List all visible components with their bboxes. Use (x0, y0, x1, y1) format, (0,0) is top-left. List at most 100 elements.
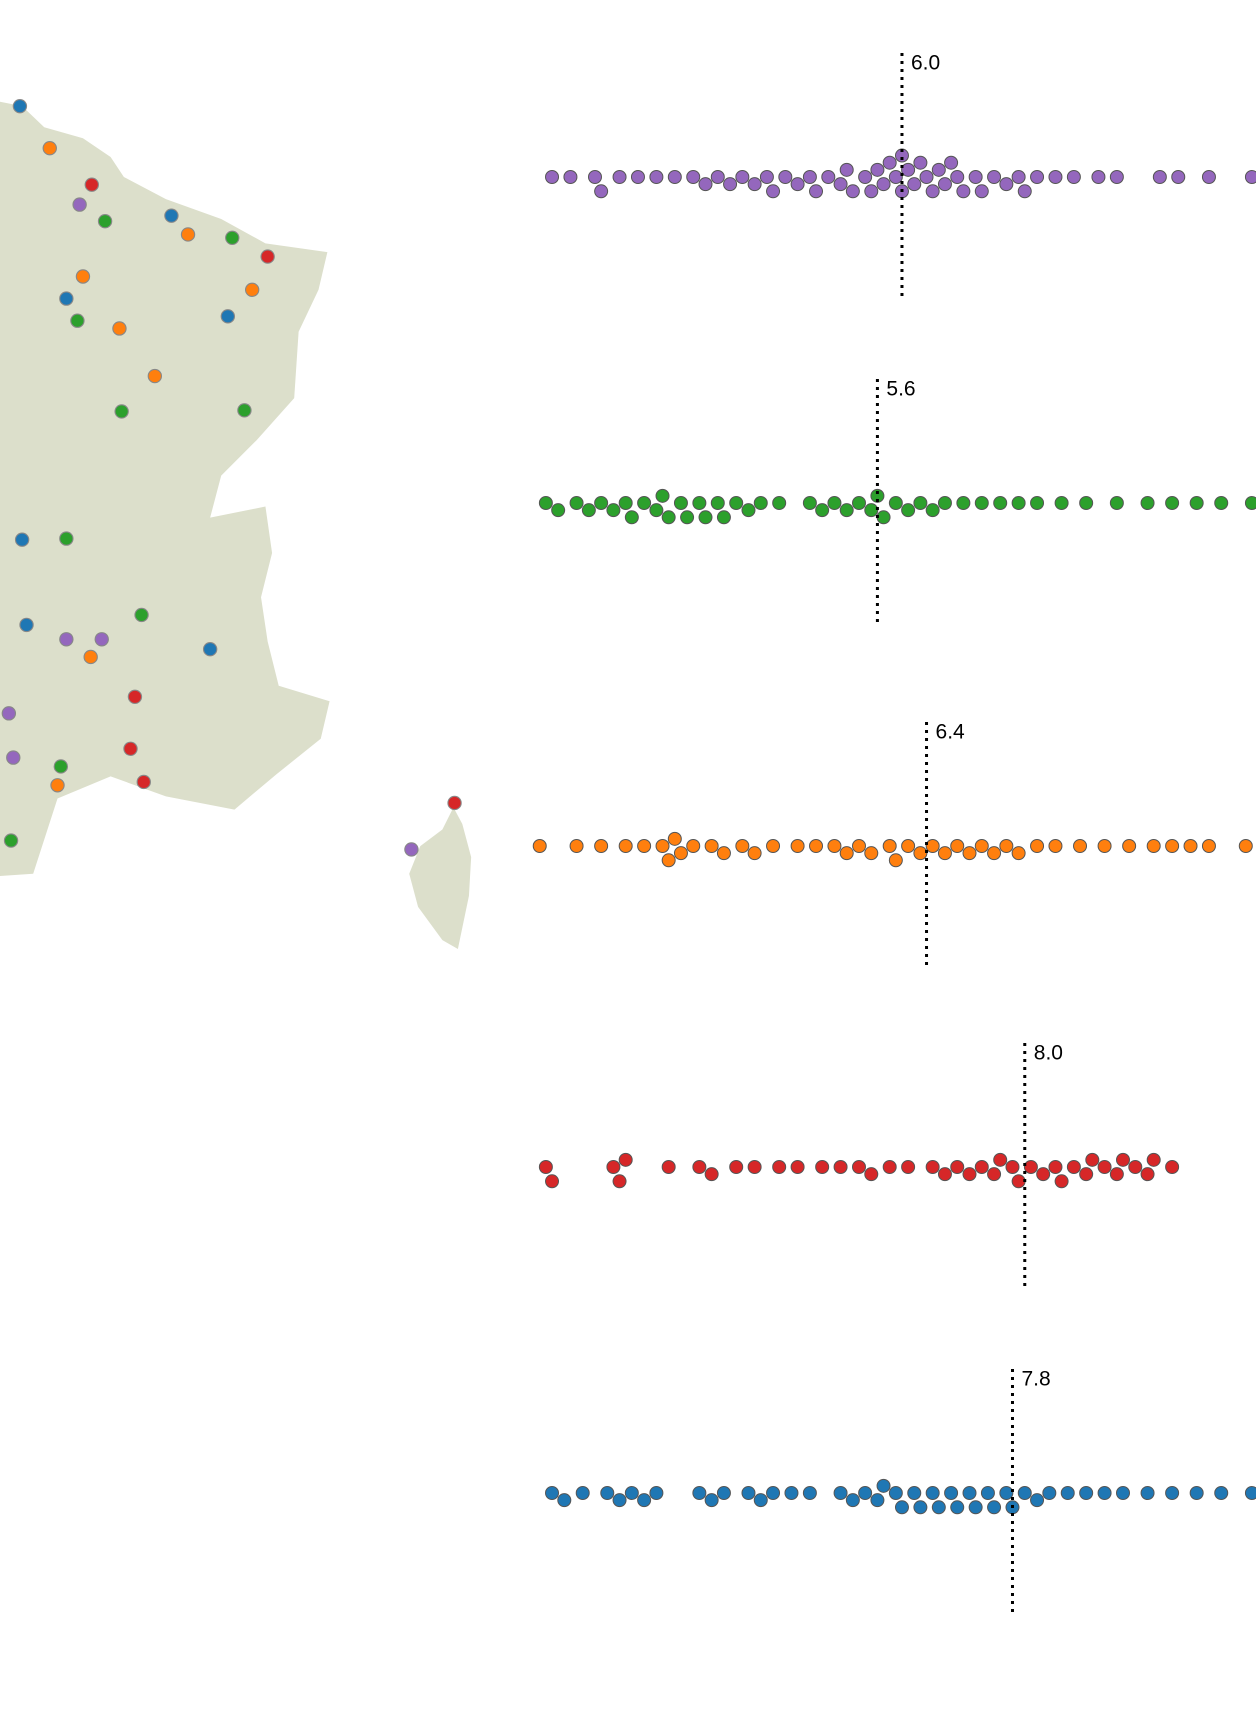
map-dot (50, 778, 65, 793)
swarm-dot (594, 184, 609, 199)
swarm-dot (692, 496, 707, 510)
swarm-dot (1165, 839, 1180, 853)
swarm-dot (833, 177, 848, 192)
swarm-dot (741, 503, 756, 518)
swarm-dot (630, 170, 645, 184)
swarm-dot (1214, 1486, 1229, 1500)
swarm-dot (1030, 170, 1045, 184)
swarm-dot (950, 1160, 965, 1174)
swarm-dot (1054, 496, 1069, 510)
swarm-dot (710, 496, 725, 510)
swarm-dot (907, 177, 922, 192)
map-dot (404, 842, 419, 857)
swarm-dot (594, 839, 609, 853)
swarm-dot (772, 1160, 787, 1174)
swarm-dot (716, 510, 731, 525)
swarm-dot (1165, 1486, 1180, 1500)
swarm-dot (1091, 170, 1106, 184)
map-dot (6, 750, 21, 765)
swarm-dot (1017, 1486, 1032, 1500)
swarm-dot (999, 177, 1014, 192)
swarm-dot (747, 177, 762, 192)
swarm-dot (1011, 846, 1026, 861)
swarm-dot (637, 839, 652, 853)
swarm-dot (1165, 496, 1180, 510)
swarm-dot (1042, 1486, 1057, 1500)
swarm-dot (538, 1160, 553, 1174)
swarm-dot (637, 1493, 652, 1508)
map-dot (447, 795, 462, 811)
swarm-dot (753, 496, 768, 510)
swarm-dot (723, 177, 738, 192)
swarm-dot (729, 496, 744, 510)
swarm-dot (594, 496, 609, 510)
swarm-dot (581, 503, 596, 518)
swarm-dot (931, 1500, 946, 1515)
swarm-dot (753, 1493, 768, 1508)
swarm-dot (802, 496, 817, 510)
swarm-dot (925, 503, 940, 518)
swarm-dot (1201, 839, 1216, 853)
swarm-dot (839, 162, 854, 177)
map-dot (136, 774, 151, 790)
swarm-dot (667, 831, 682, 846)
swarm-dot (937, 496, 952, 510)
map-dot (164, 208, 179, 223)
map-dot (53, 759, 69, 774)
swarm-dot (667, 170, 682, 184)
map-dot (72, 197, 87, 212)
swarm-dot (894, 1500, 909, 1515)
swarm-dot (612, 170, 627, 184)
swarm-dot (950, 1500, 965, 1515)
swarm-dot (802, 1486, 817, 1500)
swarm-dot (851, 1160, 866, 1174)
swarm-dot (1060, 1486, 1075, 1500)
map-dot (260, 249, 275, 264)
swarm-dot (772, 496, 787, 510)
swarm-dot (612, 1174, 627, 1189)
swarm-dot (545, 1174, 560, 1189)
map (0, 98, 472, 949)
swarm-dot (618, 496, 633, 510)
swarm-dot (1030, 496, 1045, 510)
swarm-dot (680, 510, 695, 525)
swarm-dot (913, 155, 928, 170)
swarm-dot (1005, 1160, 1020, 1174)
map-dot (94, 632, 109, 647)
swarm-dot (545, 170, 560, 184)
swarm-dot (1201, 170, 1216, 184)
swarm-dot (876, 510, 891, 525)
map-dot (59, 291, 74, 306)
swarm-dot (673, 496, 688, 510)
swarm-dot (624, 1486, 639, 1500)
map-dot (59, 632, 74, 647)
swarm-dot (661, 510, 676, 525)
swarm-dot (815, 1160, 830, 1174)
swarm-dot (704, 1167, 719, 1182)
swarm-dot (649, 503, 664, 518)
swarm-dot (1244, 1486, 1256, 1500)
swarm-dot (1048, 1160, 1063, 1174)
swarm-dot (649, 170, 664, 184)
map-dot (202, 642, 218, 657)
swarm-dot (729, 1160, 744, 1174)
swarm-dot (747, 1160, 762, 1174)
swarm-dot (1140, 496, 1155, 510)
swarm-dot (624, 510, 639, 525)
swarm-dot (1140, 1167, 1155, 1182)
swarm-dot (710, 170, 725, 184)
swarm-dot (845, 1493, 860, 1508)
swarm-dot (1073, 839, 1088, 853)
swarm-dot (1011, 1174, 1026, 1189)
map-dot (225, 230, 240, 245)
swarm-dot (876, 1478, 891, 1493)
swarm-dot (655, 488, 670, 503)
swarm-dot (538, 496, 553, 510)
map-dot (84, 177, 99, 192)
swarm-dot (937, 846, 952, 861)
swarm-dot (876, 177, 891, 192)
swarm-dot (551, 503, 566, 518)
median-label: 7.8 (1021, 1368, 1050, 1391)
map-dot (220, 309, 236, 324)
swarm-dot (956, 184, 971, 199)
